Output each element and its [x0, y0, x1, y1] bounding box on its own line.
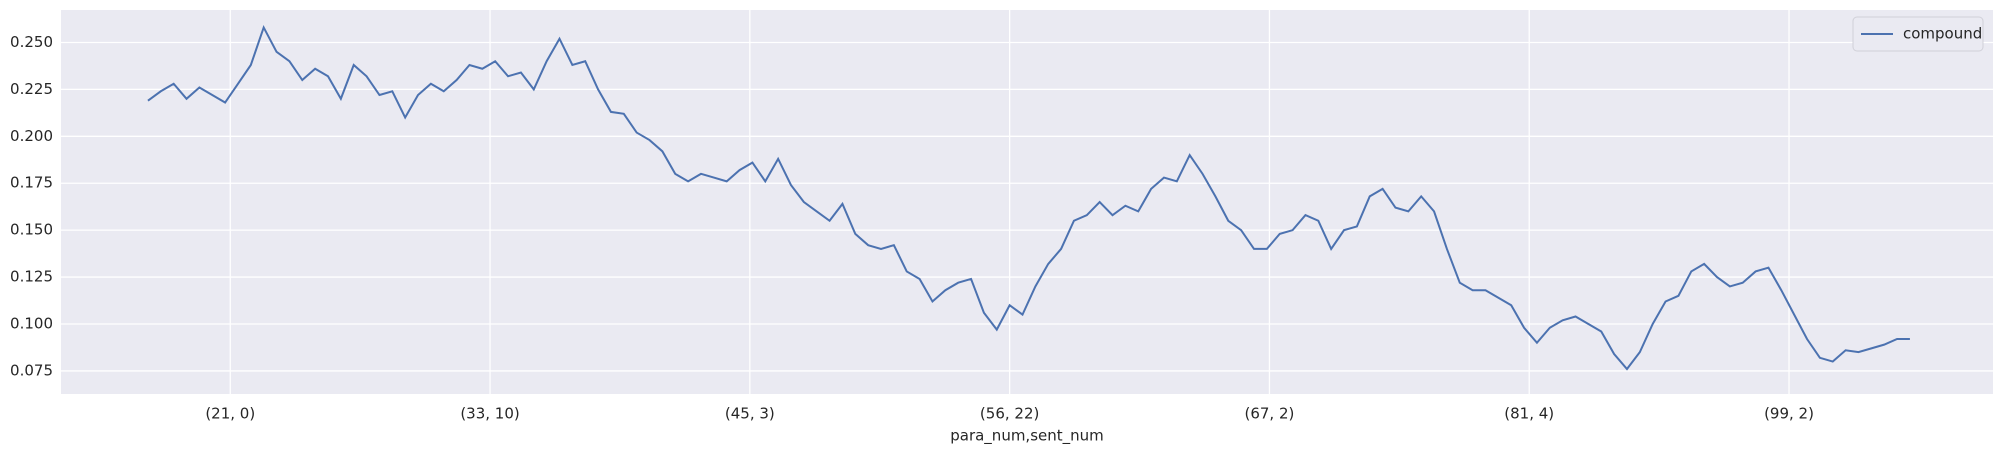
x-tick-label: (67, 2) [1244, 405, 1294, 423]
x-tick-label: (99, 2) [1764, 405, 1814, 423]
y-tick-label: 0.075 [10, 361, 53, 379]
legend-label: compound [1903, 25, 1982, 43]
x-tick-label: (81, 4) [1504, 405, 1554, 423]
y-tick-label: 0.200 [10, 127, 53, 145]
x-tick-label: (45, 3) [725, 405, 775, 423]
x-tick-label: (33, 10) [460, 405, 519, 423]
x-axis-label: para_num,sent_num [950, 427, 1104, 446]
plot-area [61, 10, 1993, 394]
x-tick-label: (56, 22) [980, 405, 1039, 423]
legend-box [1852, 16, 1984, 52]
x-tick-label: (21, 0) [205, 405, 255, 423]
y-tick-label: 0.150 [10, 221, 53, 239]
y-tick-label: 0.175 [10, 174, 53, 192]
line [147, 24, 1910, 371]
y-tick-label: 0.100 [10, 314, 53, 332]
y-tick-label: 0.250 [10, 33, 53, 51]
y-tick-label: 0.125 [10, 268, 53, 286]
y-tick-label: 0.225 [10, 80, 53, 98]
